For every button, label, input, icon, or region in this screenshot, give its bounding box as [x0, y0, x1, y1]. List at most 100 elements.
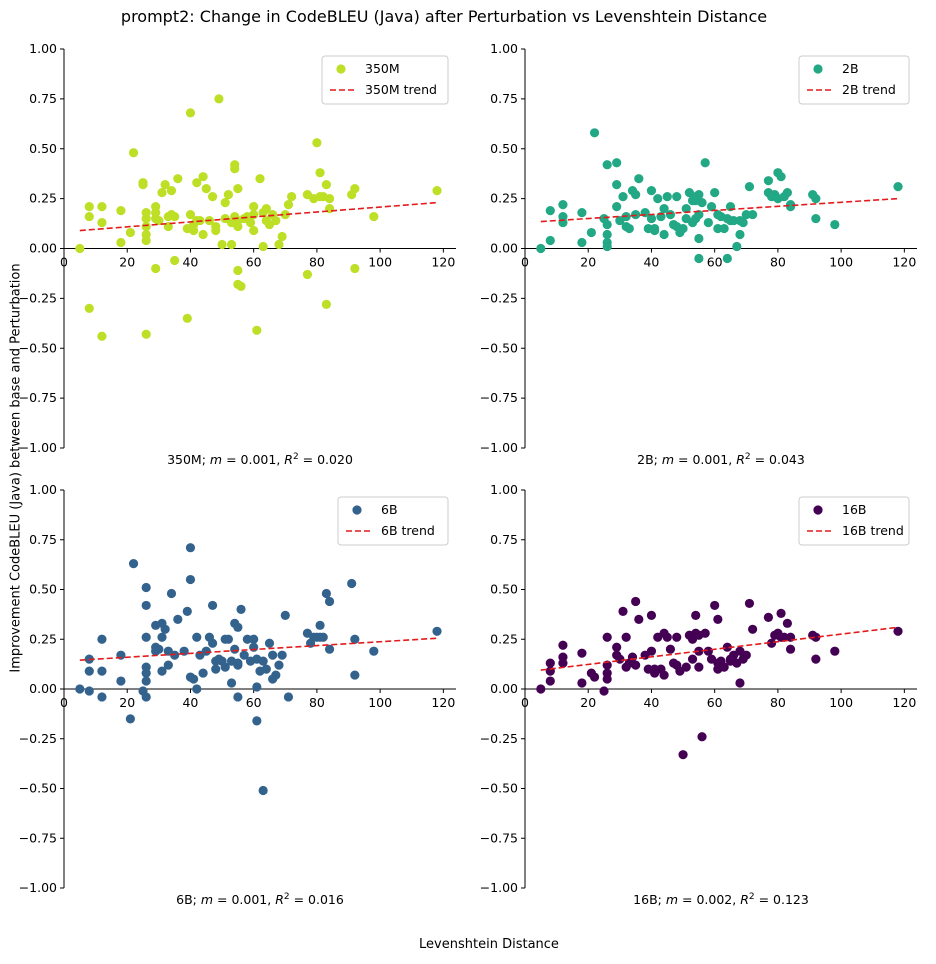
data-point: [189, 674, 199, 684]
data-point: [665, 209, 676, 220]
data-point: [694, 646, 704, 656]
data-point: [631, 660, 641, 670]
trend-line: [540, 626, 899, 671]
y-tick-label: 1.00: [490, 482, 518, 497]
x-tick-label: 60: [707, 255, 723, 270]
data-point: [735, 229, 745, 240]
x-tick-label: 80: [309, 695, 325, 710]
data-point: [577, 207, 587, 218]
x-tick-label: 20: [580, 695, 596, 710]
x-tick-label: 40: [643, 255, 659, 270]
data-point: [612, 158, 622, 168]
y-tick-label: −0.25: [480, 731, 518, 746]
data-point: [678, 750, 688, 760]
data-point: [324, 644, 335, 654]
y-tick-label: 0.25: [29, 191, 57, 206]
data-point: [748, 624, 758, 634]
data-point: [154, 644, 164, 654]
y-tick-label: 0.00: [490, 241, 518, 256]
data-point: [672, 632, 682, 642]
x-tick-label: 60: [246, 255, 262, 270]
y-tick-label: 0.00: [29, 241, 57, 256]
data-point: [160, 180, 170, 190]
data-point: [207, 638, 218, 648]
data-point: [141, 692, 151, 702]
data-point: [154, 215, 164, 226]
data-point: [242, 634, 252, 644]
data-point: [369, 211, 379, 222]
data-point: [264, 638, 275, 648]
data-point: [214, 94, 224, 104]
data-point: [274, 660, 284, 670]
data-point: [650, 225, 660, 236]
data-point: [615, 654, 625, 664]
data-point: [744, 182, 755, 192]
data-point: [192, 684, 202, 694]
data-point: [185, 543, 196, 553]
data-point: [350, 184, 360, 194]
data-point: [233, 692, 243, 702]
y-tick-label: −1.00: [480, 440, 518, 455]
legend-marker: [336, 64, 346, 74]
y-tick-label: 0.00: [29, 681, 57, 696]
data-point: [258, 241, 268, 252]
data-point: [189, 225, 199, 236]
data-point: [369, 646, 379, 656]
data-point: [722, 253, 732, 264]
x-tick-label: 0: [521, 255, 529, 270]
data-point: [201, 184, 211, 194]
x-tick-label: 100: [368, 255, 392, 270]
data-point: [198, 229, 208, 240]
y-tick-label: 0.50: [29, 582, 57, 597]
data-point: [271, 670, 281, 680]
data-point: [634, 614, 644, 624]
data-point: [691, 610, 701, 620]
data-point: [646, 646, 657, 656]
subplot-caption: 6B; m = 0.001, R2 = 0.016: [176, 892, 344, 907]
data-point: [687, 654, 698, 664]
data-point: [233, 622, 243, 632]
data-point: [211, 664, 221, 674]
data-point: [599, 686, 609, 696]
y-tick-label: −0.25: [480, 290, 518, 305]
data-point: [141, 600, 151, 611]
x-tick-label: 120: [431, 695, 455, 710]
trend-line: [79, 637, 438, 661]
data-point: [315, 620, 325, 630]
data-point: [141, 582, 151, 593]
data-point: [785, 644, 796, 654]
data-point: [722, 642, 732, 652]
legend-label: 2B: [842, 61, 859, 76]
data-point: [811, 213, 821, 224]
legend-box: [321, 55, 449, 105]
data-point: [741, 209, 751, 220]
data-point: [249, 634, 259, 644]
data-point: [545, 658, 555, 668]
data-point: [681, 662, 691, 672]
data-point: [192, 178, 202, 188]
data-point: [545, 676, 555, 686]
data-point: [141, 329, 151, 339]
data-point: [192, 632, 202, 642]
data-point: [185, 209, 196, 220]
data-point: [233, 184, 243, 194]
data-point: [233, 221, 243, 232]
data-point: [347, 578, 357, 589]
y-tick-label: 0.50: [29, 141, 57, 156]
data-point: [350, 263, 360, 274]
data-point: [141, 213, 151, 224]
data-point: [782, 618, 792, 628]
data-point: [141, 221, 151, 232]
data-point: [432, 186, 442, 196]
data-point: [268, 650, 278, 660]
x-tick-label: 120: [431, 255, 455, 270]
data-point: [249, 225, 259, 236]
legend-label: 350M: [365, 61, 400, 76]
data-point: [226, 678, 237, 688]
legend-marker: [813, 64, 823, 74]
data-point: [185, 108, 196, 118]
data-point: [589, 672, 600, 682]
data-point: [713, 614, 723, 624]
data-point: [830, 646, 840, 656]
data-point: [618, 606, 628, 616]
